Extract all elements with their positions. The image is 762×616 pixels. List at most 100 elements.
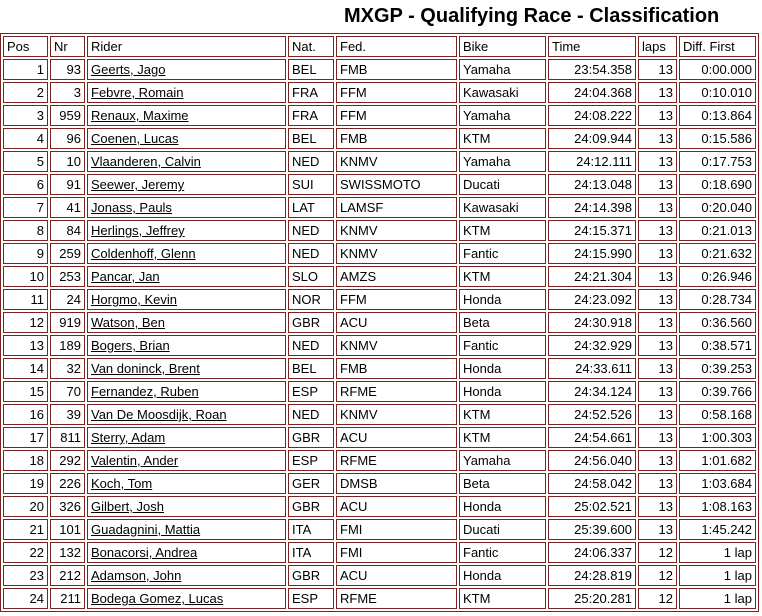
cell-bike: KTM (459, 266, 546, 287)
cell-pos: 17 (3, 427, 48, 448)
cell-diff: 0:36.560 (679, 312, 756, 333)
cell-fed: AMZS (336, 266, 457, 287)
cell-fed: ACU (336, 565, 457, 586)
cell-rider: Horgmo, Kevin (87, 289, 286, 310)
cell-rider: Febvre, Romain (87, 82, 286, 103)
cell-nr: 10 (50, 151, 85, 172)
cell-time: 24:15.990 (548, 243, 636, 264)
cell-time: 24:52.526 (548, 404, 636, 425)
cell-pos: 23 (3, 565, 48, 586)
cell-time: 23:54.358 (548, 59, 636, 80)
cell-rider: Guadagnini, Mattia (87, 519, 286, 540)
table-row: 18 292 Valentin, Ander ESP RFME Yamaha 24:56.0… (3, 450, 756, 471)
cell-time: 24:13.048 (548, 174, 636, 195)
cell-laps: 13 (638, 358, 677, 379)
rider-name-link[interactable]: Coenen, Lucas (91, 131, 179, 146)
rider-name-link[interactable]: Jonass, Pauls (91, 200, 172, 215)
cell-nr: 211 (50, 588, 85, 609)
rider-name-link[interactable]: Valentin, Ander (91, 453, 179, 468)
cell-fed: DMSB (336, 473, 457, 494)
cell-diff: 1:01.682 (679, 450, 756, 471)
column-header-bike: Bike (459, 36, 546, 57)
cell-rider: Valentin, Ander (87, 450, 286, 471)
cell-nat: ESP (288, 588, 334, 609)
table-row: 7 41 Jonass, Pauls LAT LAMSF Kawasaki 24:14.39… (3, 197, 756, 218)
table-row: 11 24 Horgmo, Kevin NOR FFM Honda 24:23.092 13 0… (3, 289, 756, 310)
table-row: 3 959 Renaux, Maxime FRA FFM Yamaha 24:08.222 1… (3, 105, 756, 126)
rider-name-link[interactable]: Adamson, John (91, 568, 182, 583)
cell-nr: 39 (50, 404, 85, 425)
rider-name-link[interactable]: Pancar, Jan (91, 269, 160, 284)
rider-name-link[interactable]: Gilbert, Josh (91, 499, 164, 514)
cell-nat: BEL (288, 59, 334, 80)
rider-name-link[interactable]: Renaux, Maxime (91, 108, 189, 123)
cell-rider: Koch, Tom (87, 473, 286, 494)
cell-bike: Yamaha (459, 105, 546, 126)
rider-name-link[interactable]: Fernandez, Ruben (91, 384, 199, 399)
cell-rider: Pancar, Jan (87, 266, 286, 287)
cell-rider: Van De Moosdijk, Roan (87, 404, 286, 425)
cell-rider: Geerts, Jago (87, 59, 286, 80)
rider-name-link[interactable]: Van De Moosdijk, Roan (91, 407, 227, 422)
cell-bike: Yamaha (459, 450, 546, 471)
cell-diff: 1 lap (679, 542, 756, 563)
cell-rider: Bogers, Brian (87, 335, 286, 356)
cell-nat: FRA (288, 82, 334, 103)
cell-pos: 20 (3, 496, 48, 517)
cell-diff: 1:08.163 (679, 496, 756, 517)
cell-time: 24:04.368 (548, 82, 636, 103)
table-row: 22 132 Bonacorsi, Andrea ITA FMI Fantic 24:06.… (3, 542, 756, 563)
cell-nr: 93 (50, 59, 85, 80)
cell-nr: 70 (50, 381, 85, 402)
cell-pos: 18 (3, 450, 48, 471)
cell-nr: 101 (50, 519, 85, 540)
rider-name-link[interactable]: Van doninck, Brent (91, 361, 200, 376)
rider-name-link[interactable]: Bogers, Brian (91, 338, 170, 353)
cell-rider: Watson, Ben (87, 312, 286, 333)
rider-name-link[interactable]: Geerts, Jago (91, 62, 166, 77)
cell-laps: 13 (638, 450, 677, 471)
rider-name-link[interactable]: Seewer, Jeremy (91, 177, 185, 192)
table-row: 10 253 Pancar, Jan SLO AMZS KTM 24:21.304 13 0:2… (3, 266, 756, 287)
table-row: 1 93 Geerts, Jago BEL FMB Yamaha 23:54.358 13 0:… (3, 59, 756, 80)
table-row: 6 91 Seewer, Jeremy SUI SWISSMOTO Ducati 24:13… (3, 174, 756, 195)
cell-time: 24:34.124 (548, 381, 636, 402)
cell-laps: 13 (638, 289, 677, 310)
cell-pos: 16 (3, 404, 48, 425)
rider-name-link[interactable]: Guadagnini, Mattia (91, 522, 201, 537)
cell-pos: 6 (3, 174, 48, 195)
cell-nr: 41 (50, 197, 85, 218)
cell-pos: 7 (3, 197, 48, 218)
cell-pos: 9 (3, 243, 48, 264)
cell-bike: Fantic (459, 335, 546, 356)
cell-pos: 11 (3, 289, 48, 310)
rider-name-link[interactable]: Sterry, Adam (91, 430, 166, 445)
cell-pos: 22 (3, 542, 48, 563)
cell-bike: Ducati (459, 174, 546, 195)
cell-bike: Beta (459, 473, 546, 494)
rider-name-link[interactable]: Bodega Gomez, Lucas (91, 591, 224, 606)
rider-name-link[interactable]: Horgmo, Kevin (91, 292, 177, 307)
table-row: 15 70 Fernandez, Ruben ESP RFME Honda 24:34.12… (3, 381, 756, 402)
cell-diff: 1 lap (679, 588, 756, 609)
cell-bike: Kawasaki (459, 197, 546, 218)
header-row: Pos Nr Rider Nat. Fed. Bike Time laps Di… (3, 36, 756, 57)
cell-fed: FMI (336, 519, 457, 540)
cell-time: 24:23.092 (548, 289, 636, 310)
cell-pos: 24 (3, 588, 48, 609)
cell-rider: Bonacorsi, Andrea (87, 542, 286, 563)
table-row: 19 226 Koch, Tom GER DMSB Beta 24:58.042 13 1:03… (3, 473, 756, 494)
rider-name-link[interactable]: Coldenhoff, Glenn (91, 246, 196, 261)
rider-name-link[interactable]: Herlings, Jeffrey (91, 223, 185, 238)
rider-name-link[interactable]: Bonacorsi, Andrea (91, 545, 198, 560)
cell-bike: KTM (459, 588, 546, 609)
cell-diff: 0:38.571 (679, 335, 756, 356)
rider-name-link[interactable]: Vlaanderen, Calvin (91, 154, 201, 169)
rider-name-link[interactable]: Koch, Tom (91, 476, 153, 491)
cell-time: 25:02.521 (548, 496, 636, 517)
rider-name-link[interactable]: Febvre, Romain (91, 85, 184, 100)
rider-name-link[interactable]: Watson, Ben (91, 315, 165, 330)
cell-nat: NED (288, 151, 334, 172)
cell-rider: Van doninck, Brent (87, 358, 286, 379)
cell-diff: 1:03.684 (679, 473, 756, 494)
